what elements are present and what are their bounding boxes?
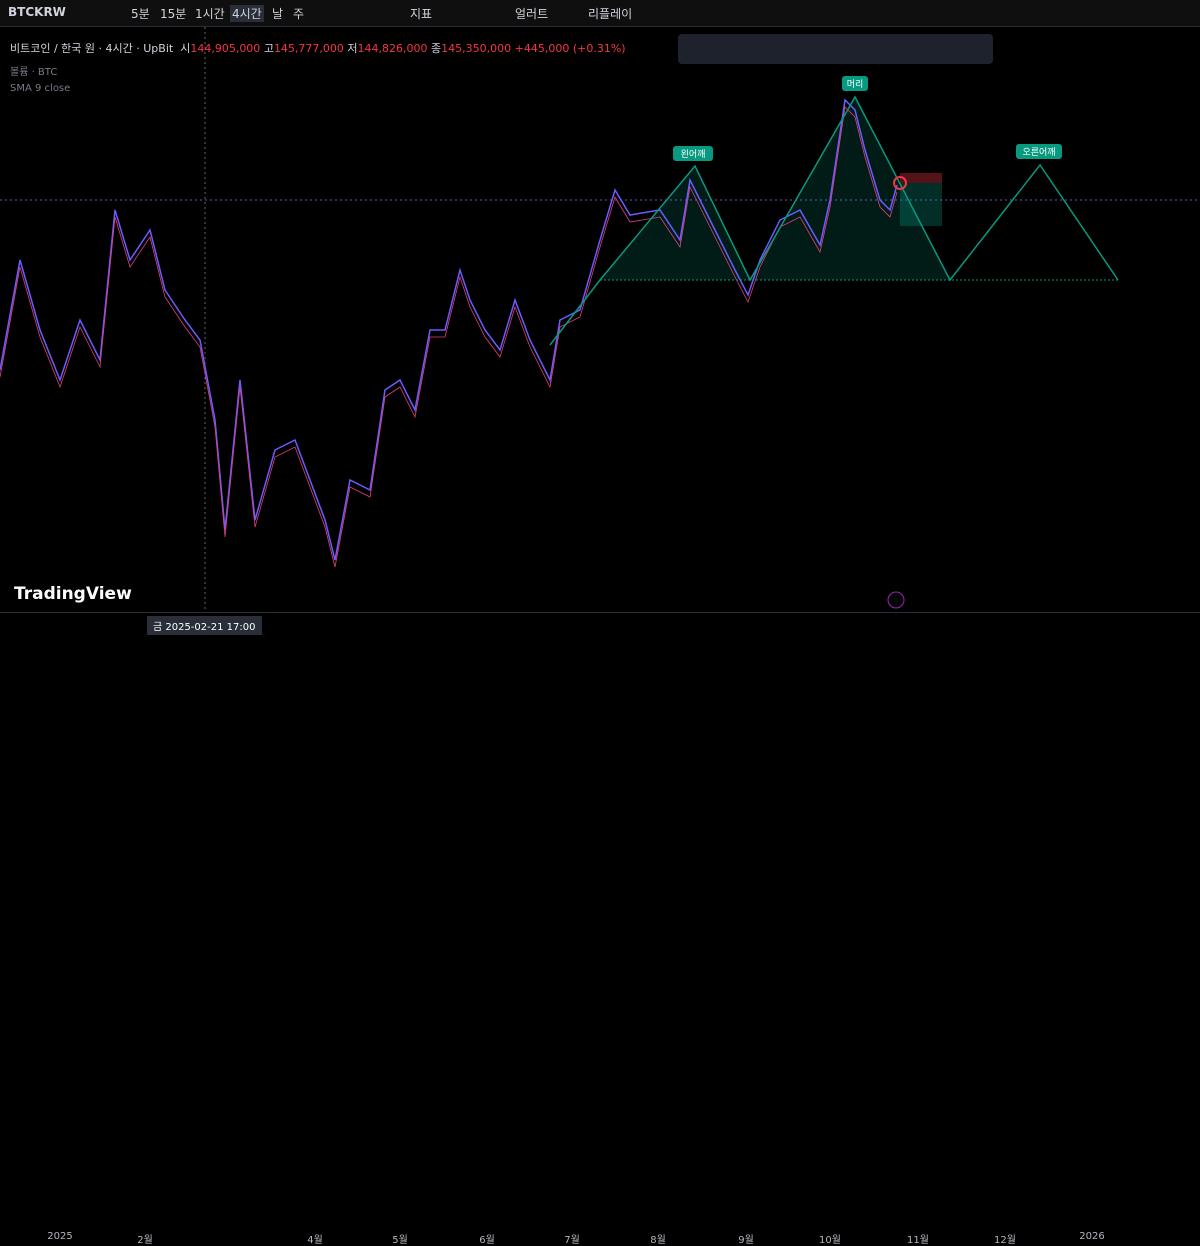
- head-shoulders: [549, 95, 1119, 346]
- chart: 왼어깨 머리 오른어깨: [0, 27, 1200, 612]
- ohlc-value: 144,826,000: [357, 42, 428, 55]
- x-label: 11월: [907, 1235, 929, 1246]
- replay[interactable]: 리플레이: [588, 7, 633, 21]
- x-axis: 2025 2월 4월 5월 6월 7월 8월 9월 10월 11월 12월 20…: [0, 612, 1200, 1246]
- indicators[interactable]: 지표: [410, 7, 433, 21]
- volume-label: 볼륨 · BTC: [10, 67, 58, 78]
- ohlc-label: 고: [263, 42, 274, 55]
- alert[interactable]: 얼러트: [515, 7, 549, 21]
- marker: [893, 176, 907, 190]
- interval[interactable]: 날: [272, 7, 284, 21]
- top-toolbar: BTCKRW 5분 15분 1시간 4시간 날 주 지표 얼러트 리플레이: [0, 0, 1200, 27]
- ohlc-label: 시: [180, 42, 191, 55]
- x-label: 10월: [819, 1235, 841, 1246]
- interval[interactable]: 5분: [131, 7, 150, 21]
- x-label: 2월: [137, 1235, 153, 1246]
- ohlc-label: 저: [347, 42, 358, 55]
- ohlc-value: 144,905,000: [190, 42, 261, 55]
- interval[interactable]: 주: [293, 7, 305, 21]
- x-label: 6월: [479, 1235, 495, 1246]
- ohlc-value: 145,777,000: [273, 42, 344, 55]
- price-series: [0, 98, 898, 561]
- ohlc-value: 145,350,000: [441, 42, 512, 55]
- x-label: 2025: [47, 1231, 73, 1242]
- x-label: 2026: [1079, 1231, 1105, 1242]
- interval[interactable]: 4시간: [230, 5, 264, 22]
- price-series: [0, 106, 898, 568]
- logo: TradingView: [14, 584, 132, 604]
- head-label: 머리: [847, 79, 864, 90]
- x-label: 7월: [564, 1235, 580, 1246]
- legend: 비트코인 / 한국 원 · 4시간 · UpBit 시144,905,000 고…: [10, 40, 626, 56]
- crosshair-label: 금 2025-02-21 17:00: [147, 616, 262, 635]
- left-shoulder-label: 왼어깨: [681, 148, 706, 160]
- sma-label: SMA 9 close: [10, 83, 71, 94]
- x-label: 12월: [994, 1235, 1016, 1246]
- x-label: 8월: [650, 1235, 666, 1246]
- right-shoulder-label: 오른어깨: [1022, 146, 1055, 158]
- x-label: 5월: [392, 1235, 408, 1246]
- x-label: 4월: [307, 1235, 323, 1246]
- label-box: [842, 76, 868, 91]
- ohlc-label: 종: [431, 42, 442, 55]
- event-icon[interactable]: [887, 591, 905, 609]
- symbol[interactable]: BTCKRW: [8, 5, 66, 19]
- drawing-toolbar[interactable]: [678, 34, 993, 64]
- interval[interactable]: 1시간: [195, 7, 225, 21]
- label-box: [1016, 144, 1062, 159]
- change: +445,000 (+0.31%): [514, 42, 626, 55]
- stop-zone: [900, 173, 942, 183]
- interval[interactable]: 15분: [160, 7, 187, 21]
- target-zone: [900, 183, 942, 226]
- x-label: 9월: [738, 1235, 754, 1246]
- legend-title: 비트코인 / 한국 원 · 4시간 · UpBit: [10, 42, 174, 55]
- label-box: [673, 146, 713, 161]
